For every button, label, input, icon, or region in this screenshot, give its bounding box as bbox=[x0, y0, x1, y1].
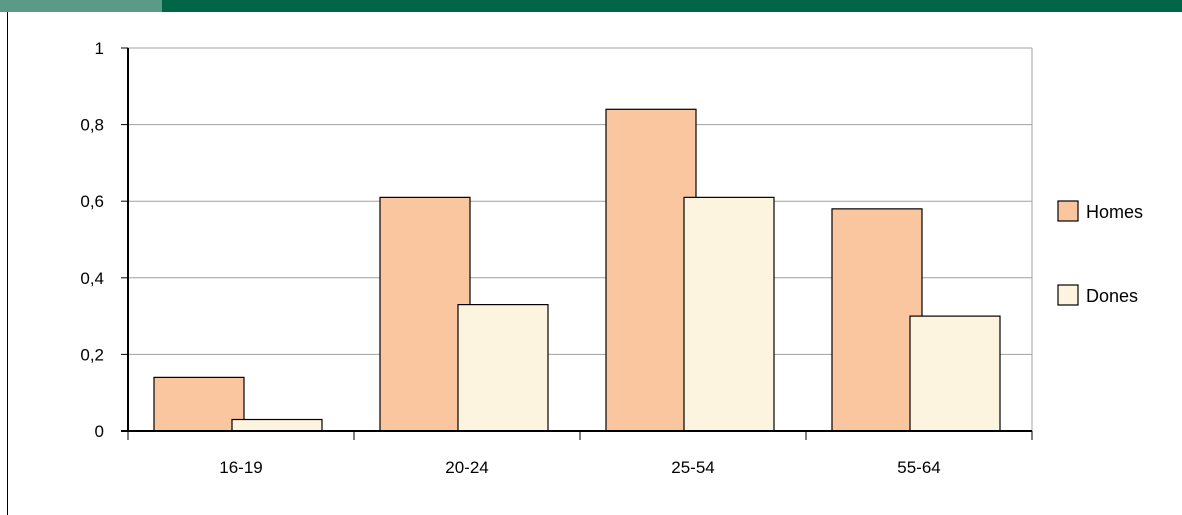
x-tick-label: 20-24 bbox=[445, 458, 488, 477]
y-tick-label: 1 bbox=[95, 39, 104, 58]
bar-homes-20-24 bbox=[379, 196, 471, 432]
y-tick-label: 0,2 bbox=[80, 345, 104, 364]
bar-homes-16-19 bbox=[153, 376, 245, 432]
header-bar bbox=[0, 0, 1182, 12]
page-left-rule bbox=[7, 12, 8, 515]
y-tick-label: 0,4 bbox=[80, 269, 104, 288]
bar-dones-25-54 bbox=[683, 196, 775, 432]
y-tick-label: 0 bbox=[95, 422, 104, 441]
legend-label-homes: Homes bbox=[1086, 202, 1143, 222]
bar-homes-55-64 bbox=[831, 208, 923, 432]
bar-dones-55-64 bbox=[909, 315, 1001, 432]
x-tick-label: 16-19 bbox=[219, 458, 262, 477]
legend-swatch-dones bbox=[1057, 284, 1079, 306]
x-tick-label: 55-64 bbox=[897, 458, 940, 477]
bar-homes-25-54 bbox=[605, 108, 697, 432]
header-bar-accent bbox=[0, 0, 162, 12]
x-tick-label: 25-54 bbox=[671, 458, 714, 477]
legend-swatch-homes bbox=[1057, 200, 1079, 222]
bar-dones-16-19 bbox=[231, 418, 323, 432]
legend-label-dones: Dones bbox=[1086, 286, 1138, 306]
bar-dones-20-24 bbox=[457, 304, 549, 432]
y-tick-label: 0,8 bbox=[80, 116, 104, 135]
y-tick-label: 0,6 bbox=[80, 192, 104, 211]
